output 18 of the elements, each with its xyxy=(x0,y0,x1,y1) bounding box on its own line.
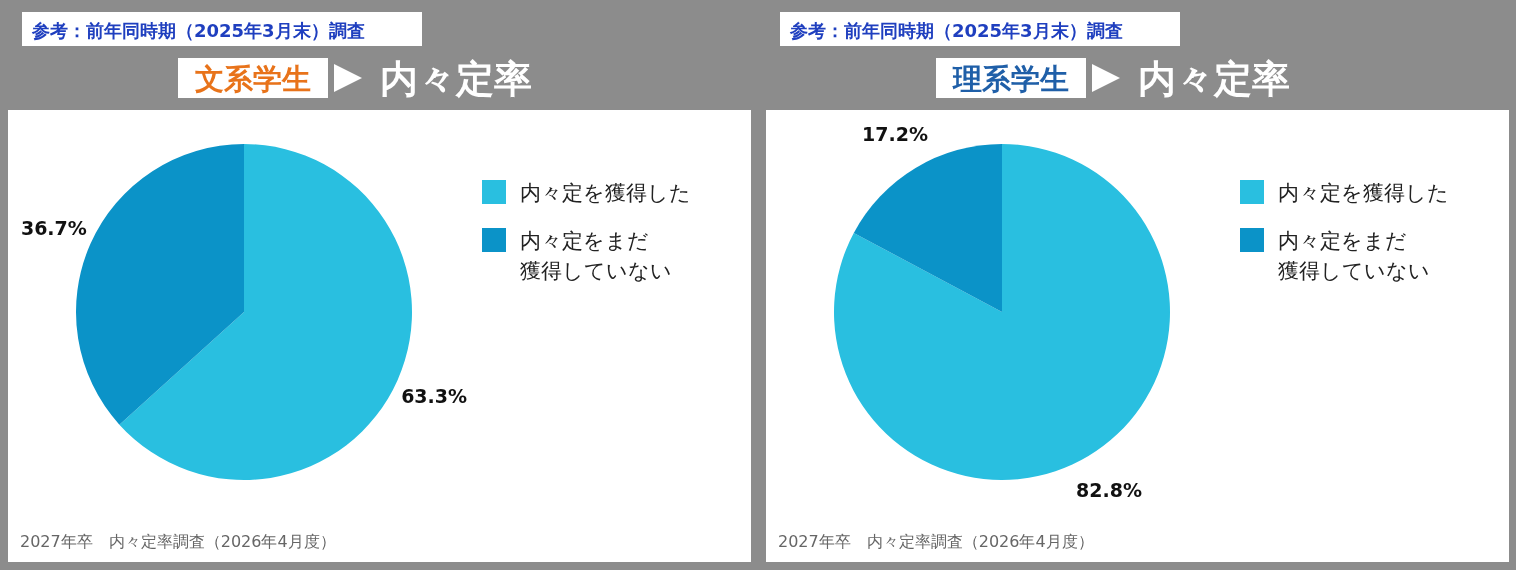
data-label: 17.2% xyxy=(862,122,928,145)
pie-slice xyxy=(853,144,1002,312)
legend-label: 内々定を獲得した xyxy=(1278,181,1449,205)
chart-subtitle: 内々定率 xyxy=(380,57,532,101)
pie-slice xyxy=(834,144,1170,480)
data-label: 63.3% xyxy=(401,385,468,408)
chart-title: 文系学生 xyxy=(195,62,311,96)
legend-label: 内々定をまだ獲得していない xyxy=(520,229,672,283)
text: 2027年卒 内々定率調査（2026年4月度） xyxy=(20,532,336,551)
legend-label: 内々定をまだ獲得していない xyxy=(1278,229,1430,283)
data-label: 82.8% xyxy=(1076,479,1142,502)
text: 参考：前年同時期（2025年3月末）調査 xyxy=(789,20,1123,41)
chart-subtitle: 内々定率 xyxy=(1138,57,1290,101)
data-label: 36.7% xyxy=(20,216,87,239)
text: 2027年卒 内々定率調査（2026年4月度） xyxy=(778,532,1094,551)
text: 参考：前年同時期（2025年3月末）調査 xyxy=(31,20,365,41)
legend-label: 内々定を獲得した xyxy=(520,181,691,205)
chart-title: 理系学生 xyxy=(952,62,1069,96)
